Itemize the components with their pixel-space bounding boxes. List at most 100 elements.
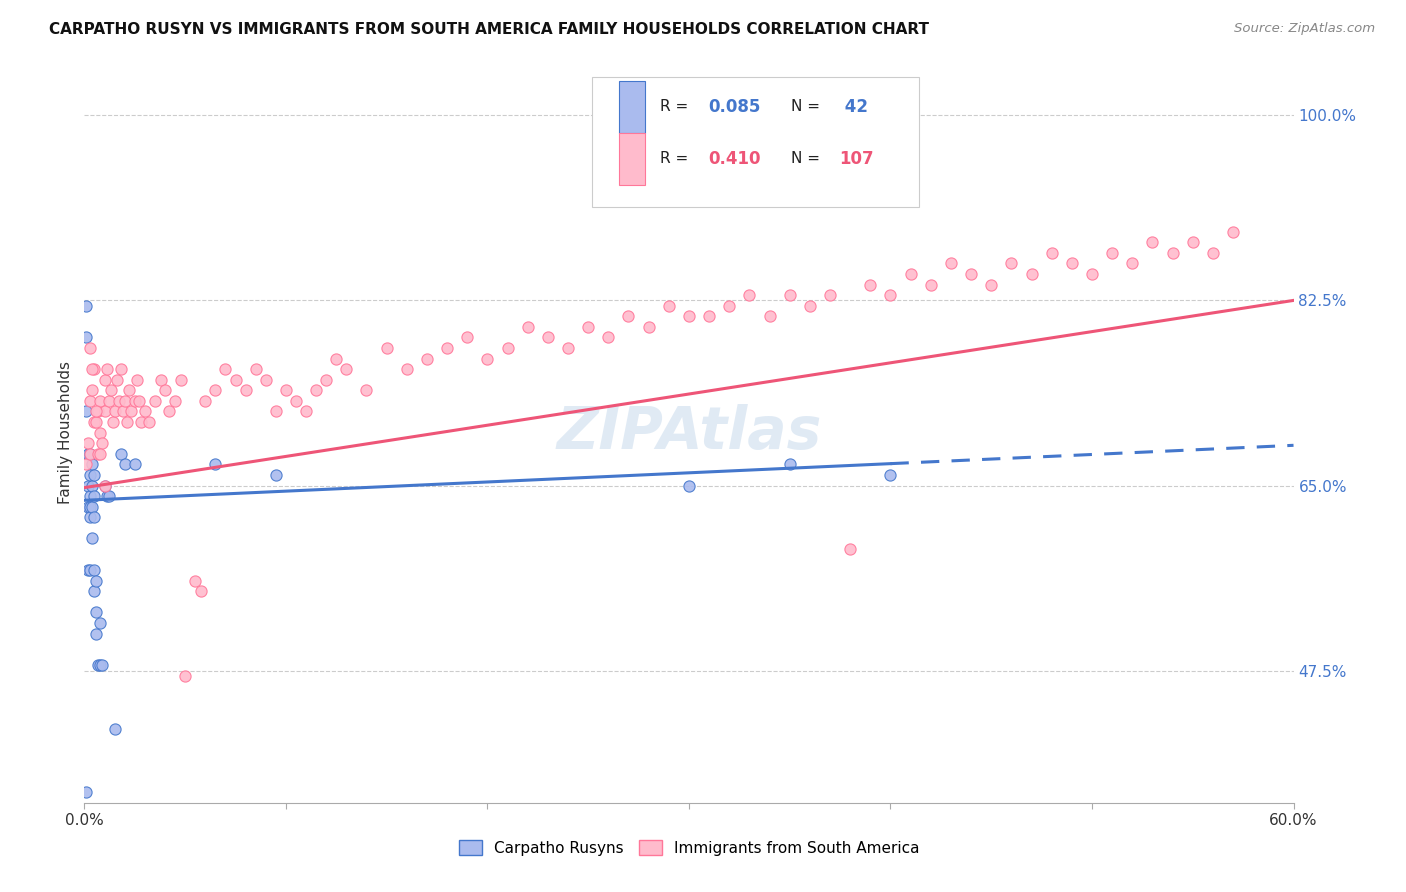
Legend: Carpatho Rusyns, Immigrants from South America: Carpatho Rusyns, Immigrants from South A… [453,834,925,862]
Point [124,458,146,472]
Point [82,384,104,398]
Point [859,277,882,292]
Point [456,330,478,344]
Point [79,341,101,355]
Text: N =: N = [790,151,824,166]
Point [83,510,105,524]
Point [82,478,104,492]
Point [75,330,97,344]
Text: CARPATHO RUSYN VS IMMIGRANTS FROM SOUTH AMERICA FAMILY HOUSEHOLDS CORRELATION CH: CARPATHO RUSYN VS IMMIGRANTS FROM SOUTH … [49,22,929,37]
Point [125,373,148,387]
Point [1101,245,1123,260]
Point [264,404,287,418]
Point [245,362,267,376]
Point [83,584,105,599]
Point [83,489,105,503]
Point [83,467,105,482]
Point [879,288,901,302]
Point [204,384,226,398]
Point [100,384,122,398]
Point [114,393,136,408]
Point [496,341,519,355]
Point [138,415,160,429]
Point [697,310,720,324]
Point [97,393,120,408]
Point [1142,235,1164,250]
Point [1060,256,1083,270]
Point [79,447,101,461]
Point [91,436,114,450]
Point [82,362,104,376]
FancyBboxPatch shape [592,78,918,207]
Point [83,362,105,376]
Point [104,722,127,736]
Point [89,658,111,673]
Point [204,458,226,472]
Point [165,393,187,408]
Point [1000,256,1022,270]
Point [79,500,101,514]
Point [86,404,108,418]
Point [225,373,247,387]
Point [124,393,146,408]
Text: N =: N = [790,99,824,114]
Point [395,362,418,376]
Point [93,373,115,387]
Point [134,404,156,418]
Point [107,393,129,408]
Point [153,384,176,398]
Point [1181,235,1204,250]
Text: 0.085: 0.085 [709,98,761,116]
Point [82,458,104,472]
Point [436,341,458,355]
Text: ZIPAtlas: ZIPAtlas [557,404,821,461]
Point [818,288,841,302]
Point [839,541,862,556]
Point [89,393,111,408]
Point [274,384,297,398]
Text: Source: ZipAtlas.com: Source: ZipAtlas.com [1234,22,1375,36]
Point [416,351,439,366]
Point [87,658,110,673]
Point [617,310,640,324]
Point [900,267,922,281]
Point [79,510,101,524]
Point [799,299,821,313]
Point [86,626,108,640]
Point [79,467,101,482]
Point [598,330,620,344]
Point [82,532,104,546]
Point [86,415,108,429]
Point [375,341,398,355]
Point [235,384,257,398]
Point [83,563,105,577]
Point [325,351,347,366]
Point [149,373,172,387]
Point [1222,225,1244,239]
Point [779,288,801,302]
Point [115,415,138,429]
Point [264,467,287,482]
Point [104,404,127,418]
Point [87,404,110,418]
Point [1121,256,1143,270]
Point [678,310,700,324]
Point [960,267,983,281]
Point [174,669,197,683]
Text: 42: 42 [839,98,868,116]
Point [516,319,538,334]
Point [86,606,108,620]
Point [477,351,499,366]
Point [678,478,700,492]
Point [110,447,132,461]
Point [79,489,101,503]
Point [77,436,100,450]
Point [89,615,111,630]
Point [93,478,115,492]
Point [1081,267,1104,281]
Point [96,489,118,503]
Point [254,373,277,387]
Point [980,277,1002,292]
Point [1202,245,1225,260]
Point [79,563,101,577]
